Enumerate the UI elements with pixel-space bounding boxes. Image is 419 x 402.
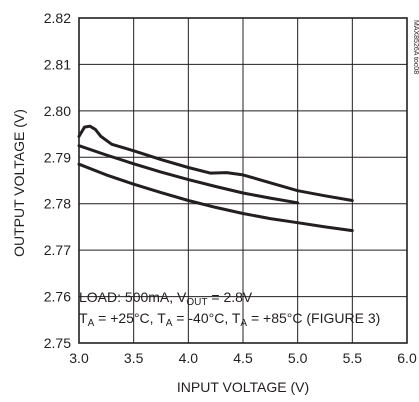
- y-tick-label: 2.78: [44, 196, 71, 212]
- series-curves: [77, 124, 354, 233]
- y-tick-label: 2.76: [44, 289, 71, 305]
- plot-frame: [78, 17, 408, 344]
- x-tick-label: 5.5: [343, 350, 363, 366]
- x-axis-label: INPUT VOLTAGE (V): [177, 379, 309, 395]
- x-tick-label: 3.0: [69, 350, 89, 366]
- y-tick-label: 2.82: [44, 10, 71, 26]
- series-line-2: [77, 144, 300, 205]
- annotation-temperatures: TA = +25°C, TA = -40°C, TA = +85°C (FIGU…: [79, 310, 380, 329]
- y-axis-label: OUTPUT VOLTAGE (V): [11, 109, 27, 257]
- annotation-load: LOAD: 500mA, VOUT = 2.8V: [79, 289, 253, 308]
- series-line-3: [77, 162, 354, 233]
- x-tick-label: 4.5: [233, 350, 253, 366]
- x-tick-label: 5.0: [288, 350, 308, 366]
- y-tick-label: 2.80: [44, 103, 71, 119]
- x-tick-label: 6.0: [397, 350, 417, 366]
- y-tick-label: 2.79: [44, 149, 71, 165]
- figure-code: MAX8526A toc08: [412, 20, 419, 74]
- x-tick-label: 4.0: [179, 350, 199, 366]
- grid-lines: [79, 18, 407, 343]
- x-tick-labels: 3.0 3.5 4.0 4.5 5.0 5.5 6.0: [69, 350, 417, 366]
- y-tick-label: 2.81: [44, 56, 71, 72]
- series-line-1: [77, 124, 354, 202]
- y-tick-labels: 2.75 2.76 2.77 2.78 2.79 2.80 2.81 2.82: [44, 10, 71, 351]
- x-tick-label: 3.5: [124, 350, 144, 366]
- annotation-subscript: OUT: [186, 297, 207, 308]
- y-tick-label: 2.77: [44, 242, 71, 258]
- y-tick-label: 2.75: [44, 335, 71, 351]
